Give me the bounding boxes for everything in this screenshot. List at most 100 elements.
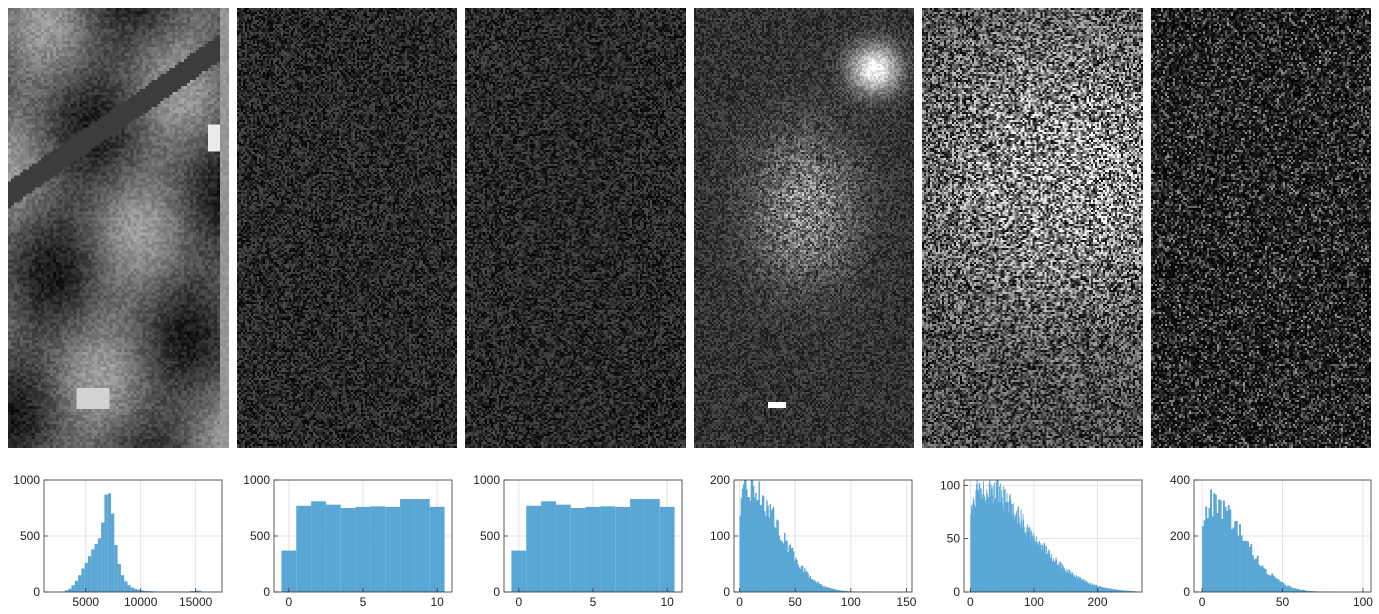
histogram-6: 0 50 100 0 200 400 — [1150, 460, 1379, 614]
histogram-bar — [1025, 532, 1026, 592]
histogram-bar — [1002, 486, 1004, 592]
histogram-bar — [1020, 509, 1022, 592]
histogram-bar — [1093, 584, 1095, 592]
histogram-bar — [1077, 576, 1079, 592]
histogram-bar — [1019, 527, 1021, 592]
histogram-bar — [741, 488, 744, 592]
histogram-bar — [1011, 504, 1012, 592]
histogram-bar — [1033, 533, 1035, 592]
histogram-bar — [982, 494, 984, 592]
histogram-bar — [1123, 590, 1125, 592]
y-tick-label: 200 — [1170, 529, 1190, 543]
histogram-bar — [970, 514, 972, 592]
histogram-bar — [1072, 572, 1074, 592]
histogram-bar — [1113, 588, 1115, 592]
histogram-bar — [739, 515, 741, 592]
histogram-bar — [993, 503, 995, 592]
histogram-bar — [1305, 590, 1307, 592]
histogram-bar — [746, 489, 748, 592]
histogram-bar — [1104, 587, 1106, 592]
histogram-bar — [825, 586, 827, 592]
histogram-bar — [781, 541, 784, 592]
histogram-bar — [340, 508, 356, 592]
histogram-bar — [817, 581, 819, 592]
histogram-bar — [981, 488, 983, 592]
plot-frame — [963, 479, 1143, 593]
histogram-bar — [748, 497, 750, 592]
histogram-bar — [834, 589, 836, 592]
histogram-bar — [1061, 563, 1063, 592]
histogram-bar — [1213, 493, 1216, 592]
histogram-bar — [1032, 539, 1034, 592]
histogram-bar — [975, 490, 977, 592]
histogram-bar — [1306, 590, 1309, 592]
histogram-bar — [1287, 585, 1290, 592]
histogram-bar — [991, 488, 993, 592]
histogram-bar — [767, 505, 769, 592]
histogram-bar — [1035, 541, 1037, 592]
x-tick-label: 5 — [360, 595, 367, 609]
histogram-bar — [1012, 504, 1014, 592]
histogram-bar — [1115, 589, 1117, 592]
histogram-bar — [1097, 585, 1099, 592]
histogram-bar — [1129, 591, 1131, 592]
histogram-bar — [1090, 584, 1092, 592]
histogram-bar — [798, 567, 800, 592]
histogram-bar — [1303, 590, 1306, 592]
y-tick-label: 0 — [953, 585, 960, 599]
histogram-bar — [970, 505, 972, 592]
histogram-5-svg: 0 100 200 0 50 100 — [940, 478, 1143, 609]
histogram-bar — [989, 480, 991, 592]
histogram-bar — [1107, 588, 1109, 592]
x-tick-label: 5000 — [72, 595, 99, 609]
histogram-bar — [845, 590, 847, 592]
histogram-bar — [1098, 586, 1100, 592]
histogram-bar — [844, 590, 846, 592]
histogram-bar — [1251, 555, 1254, 592]
histogram-bar — [1049, 557, 1051, 592]
histogram-bar — [1004, 489, 1005, 592]
histogram-bar — [795, 557, 797, 592]
histogram-bar — [1042, 545, 1044, 592]
histogram-bar — [980, 497, 982, 592]
histogram-bar — [1063, 565, 1065, 592]
histogram-bar — [1128, 590, 1129, 592]
histogram-bar — [761, 495, 764, 592]
histogram-bar — [414, 499, 430, 592]
histogram-bar — [747, 496, 749, 592]
histogram-bar — [1108, 588, 1110, 592]
histogram-bar — [1028, 527, 1030, 592]
histogram-bar — [1288, 586, 1291, 592]
histogram-bar — [811, 578, 814, 592]
histogram-2: 0 5 10 0 500 1000 — [230, 460, 460, 614]
histogram-bar — [585, 506, 601, 592]
x-tick-label: 200 — [1087, 595, 1107, 609]
histogram-bar — [1031, 532, 1033, 592]
histogram-bar — [841, 590, 844, 592]
histogram-bar — [1117, 589, 1119, 592]
histogram-bar — [1284, 584, 1287, 592]
histogram-bar — [1202, 526, 1204, 592]
histogram-bar — [988, 482, 990, 592]
histogram-bar — [986, 493, 988, 592]
histogram-bar — [1084, 580, 1086, 592]
histogram-bar — [644, 499, 660, 592]
histogram-bar — [754, 497, 756, 592]
histogram-bar — [1102, 587, 1104, 592]
histogram-bar — [1280, 581, 1283, 592]
histogram-2-svg: 0 5 10 0 500 1000 — [243, 473, 453, 609]
histogram-bar — [750, 480, 753, 592]
histogram-bar — [1047, 549, 1049, 592]
histogram-bar — [1114, 589, 1116, 592]
histogram-bar — [1065, 572, 1067, 592]
histogram-bar — [1211, 516, 1214, 592]
histogram-6-svg: 0 50 100 0 200 400 — [1170, 473, 1373, 609]
histogram-bar — [994, 499, 996, 592]
histogram-bar — [1072, 575, 1074, 592]
histogram-bar — [1042, 549, 1044, 592]
histogram-bar — [81, 568, 85, 592]
histogram-4: 0 50 100 150 0 100 200 — [690, 460, 920, 614]
histogram-bar — [1206, 518, 1209, 592]
histogram-bar — [1016, 511, 1018, 592]
histogram-bar — [1266, 574, 1269, 592]
